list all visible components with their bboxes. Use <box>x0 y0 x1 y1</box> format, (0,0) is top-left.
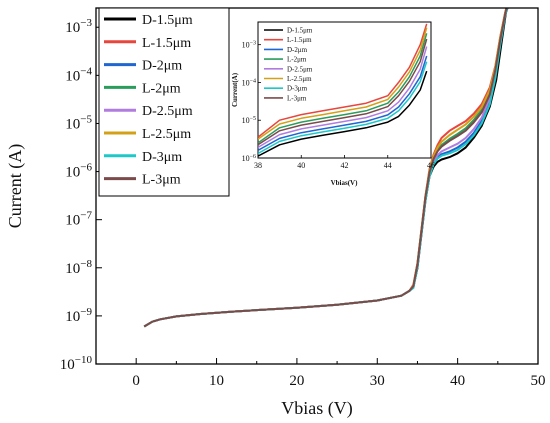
inset-series-l-2um <box>258 33 428 144</box>
main-y-axis-title: Current (A) <box>5 144 26 228</box>
main-x-tick-label: 10 <box>209 373 224 389</box>
main-legend: D-1.5μm L-1.5μm D-2μm L-2μm D-2.5μm L-2.5μm D-… <box>98 7 230 197</box>
main-legend-frame <box>98 7 230 197</box>
inset-series-d-2-5um <box>258 46 428 149</box>
main-plot-frame <box>95 7 539 365</box>
inset-x-ticks: 38 40 42 44 46 <box>254 155 435 170</box>
main-legend-label-l-3um: L-3μm <box>142 173 181 188</box>
inset-y-ticks: 10−6 10−5 10−4 10−3 <box>242 41 261 163</box>
main-y-tick-label: 10−10 <box>60 354 93 373</box>
inset-series-d-3um <box>258 61 428 155</box>
main-x-tick-label: 20 <box>289 373 304 389</box>
main-x-ticks: 0 10 20 30 40 50 <box>132 358 546 389</box>
main-y-ticks: 10−10 10−9 10−8 10−7 10−6 10−5 10−4 10−3 <box>60 17 102 373</box>
inset-legend-label-l-2um: L-2μm <box>287 56 307 64</box>
main-x-axis-title: Vbias (V) <box>281 398 352 419</box>
main-y-tick-label: 10−7 <box>65 210 92 229</box>
main-x-tick-label: 30 <box>370 373 385 389</box>
inset-y-tick-label: 10−6 <box>242 154 256 163</box>
main-legend-label-d-2um: D-2μm <box>142 59 182 74</box>
inset-x-tick-label: 38 <box>254 161 262 170</box>
main-legend-label-l-2-5um: L-2.5μm <box>142 127 191 142</box>
inset-y-tick-label: 10−5 <box>242 116 256 125</box>
main-legend-label-d-1-5um: D-1.5μm <box>142 13 193 28</box>
main-y-tick-label: 10−3 <box>65 17 92 36</box>
inset-x-axis-title: Vbias(V) <box>331 179 359 187</box>
inset-x-tick-label: 40 <box>297 161 305 170</box>
inset-y-tick-label: 10−3 <box>242 41 256 50</box>
inset-x-tick-label: 44 <box>384 161 392 170</box>
main-legend-label-l-1-5um: L-1.5μm <box>142 36 191 51</box>
inset-legend-label-d-2-5um: D-2.5μm <box>287 65 313 73</box>
inset-legend-label-l-2-5um: L-2.5μm <box>287 75 312 83</box>
inset-y-axis-title: Current(A) <box>231 72 239 107</box>
inset-series-l-2-5um <box>258 27 428 140</box>
main-y-tick-label: 10−9 <box>65 306 92 325</box>
inset-legend-label-d-3um: D-3μm <box>287 85 308 93</box>
main-legend-label-l-2um: L-2μm <box>142 81 181 96</box>
inset-series-l-1-5um <box>258 23 428 138</box>
main-legend-label-d-3um: D-3μm <box>142 150 182 165</box>
inset-legend-label-l-3um: L-3μm <box>287 94 307 102</box>
inset-series-l-3um <box>258 38 428 146</box>
inset-series-group <box>258 23 428 157</box>
inset-x-tick-label: 46 <box>427 161 435 170</box>
main-y-tick-label: 10−5 <box>65 113 92 132</box>
inset-legend-label-l-1-5um: L-1.5μm <box>287 36 312 44</box>
main-axes <box>95 7 539 365</box>
main-x-tick-label: 0 <box>132 373 140 389</box>
inset-legend-label-d-2um: D-2μm <box>287 46 308 54</box>
inset-x-tick-label: 42 <box>341 161 349 170</box>
inset-legend-label-d-1-5um: D-1.5μm <box>287 27 313 35</box>
inset-series-d-2um <box>258 55 428 152</box>
inset-series-d-1-5um <box>258 70 428 157</box>
inset-y-tick-label: 10−4 <box>242 78 256 87</box>
main-series-group <box>143 8 509 328</box>
main-y-tick-label: 10−4 <box>65 65 92 84</box>
main-y-tick-label: 10−8 <box>65 258 92 277</box>
main-x-tick-label: 50 <box>531 373 546 389</box>
main-series-l-3um <box>143 8 508 328</box>
main-legend-label-d-2-5um: D-2.5μm <box>142 104 193 119</box>
main-x-tick-label: 40 <box>450 373 465 389</box>
main-y-tick-label: 10−6 <box>65 162 92 181</box>
